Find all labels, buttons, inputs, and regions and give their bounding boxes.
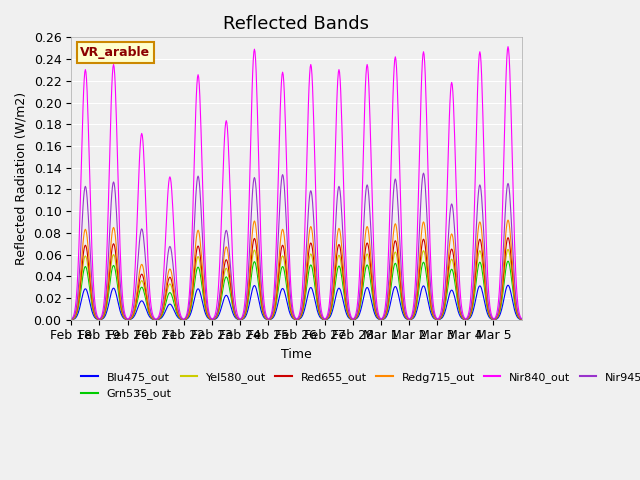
Nir840_out: [368, 184, 376, 190]
Red655_out: [368, 277, 376, 283]
Yel580_out: [243, 304, 251, 310]
Nir945_out: [368, 247, 376, 252]
Yel580_out: [204, 312, 211, 318]
Nir840_out: [152, 316, 159, 322]
Grn535_out: [368, 288, 376, 294]
Line: Blu475_out: Blu475_out: [71, 285, 522, 320]
Nir840_out: [226, 179, 234, 185]
Grn535_out: [204, 313, 211, 319]
Line: Nir840_out: Nir840_out: [71, 47, 522, 319]
Red655_out: [518, 316, 525, 322]
Red655_out: [226, 275, 234, 281]
Nir840_out: [120, 308, 128, 313]
Blu475_out: [368, 300, 376, 306]
Nir945_out: [518, 316, 525, 322]
Yel580_out: [368, 283, 376, 288]
Line: Yel580_out: Yel580_out: [71, 250, 522, 320]
Text: VR_arable: VR_arable: [80, 46, 150, 59]
Blu475_out: [67, 317, 75, 323]
Blu475_out: [243, 311, 251, 316]
Yel580_out: [67, 317, 75, 323]
Nir840_out: [343, 272, 351, 278]
Line: Grn535_out: Grn535_out: [71, 261, 522, 320]
Nir945_out: [152, 317, 159, 323]
Yel580_out: [504, 247, 512, 252]
Red655_out: [504, 235, 512, 240]
Red655_out: [243, 302, 251, 308]
Grn535_out: [343, 307, 351, 313]
Yel580_out: [343, 305, 351, 311]
Blu475_out: [204, 314, 211, 320]
Grn535_out: [152, 317, 159, 323]
Redg715_out: [204, 310, 211, 316]
Blu475_out: [152, 317, 159, 323]
Grn535_out: [504, 258, 512, 264]
Y-axis label: Reflected Radiation (W/m2): Reflected Radiation (W/m2): [15, 92, 28, 265]
Red655_out: [204, 312, 211, 317]
Grn535_out: [226, 287, 234, 293]
Line: Nir945_out: Nir945_out: [71, 173, 522, 320]
X-axis label: Time: Time: [281, 348, 312, 361]
Redg715_out: [243, 299, 251, 305]
Nir945_out: [420, 170, 428, 176]
Blu475_out: [226, 300, 234, 306]
Line: Red655_out: Red655_out: [71, 238, 522, 320]
Nir945_out: [120, 312, 128, 318]
Blu475_out: [120, 316, 128, 322]
Redg715_out: [226, 266, 234, 272]
Blu475_out: [343, 311, 351, 317]
Red655_out: [343, 303, 351, 309]
Grn535_out: [518, 317, 525, 323]
Blu475_out: [518, 317, 525, 323]
Redg715_out: [368, 268, 376, 274]
Title: Reflected Bands: Reflected Bands: [223, 15, 369, 33]
Nir840_out: [518, 316, 525, 322]
Yel580_out: [518, 316, 525, 322]
Nir945_out: [343, 293, 351, 299]
Grn535_out: [120, 315, 128, 321]
Redg715_out: [518, 316, 525, 322]
Yel580_out: [152, 317, 159, 323]
Nir945_out: [204, 306, 211, 312]
Grn535_out: [243, 307, 251, 312]
Redg715_out: [120, 313, 128, 319]
Redg715_out: [152, 317, 159, 323]
Redg715_out: [504, 217, 512, 223]
Legend: Blu475_out, Grn535_out, Yel580_out, Red655_out, Redg715_out, Nir840_out, Nir945_: Blu475_out, Grn535_out, Yel580_out, Red6…: [77, 368, 640, 404]
Nir840_out: [67, 316, 75, 322]
Yel580_out: [226, 281, 234, 287]
Red655_out: [152, 317, 159, 323]
Red655_out: [120, 314, 128, 320]
Nir840_out: [243, 269, 251, 275]
Redg715_out: [67, 317, 75, 323]
Nir945_out: [226, 255, 234, 261]
Grn535_out: [67, 317, 75, 323]
Nir945_out: [243, 291, 251, 297]
Redg715_out: [343, 300, 351, 306]
Nir840_out: [204, 299, 211, 305]
Red655_out: [67, 317, 75, 323]
Nir840_out: [504, 44, 512, 49]
Blu475_out: [504, 282, 512, 288]
Yel580_out: [120, 314, 128, 320]
Line: Redg715_out: Redg715_out: [71, 220, 522, 320]
Nir945_out: [67, 316, 75, 322]
